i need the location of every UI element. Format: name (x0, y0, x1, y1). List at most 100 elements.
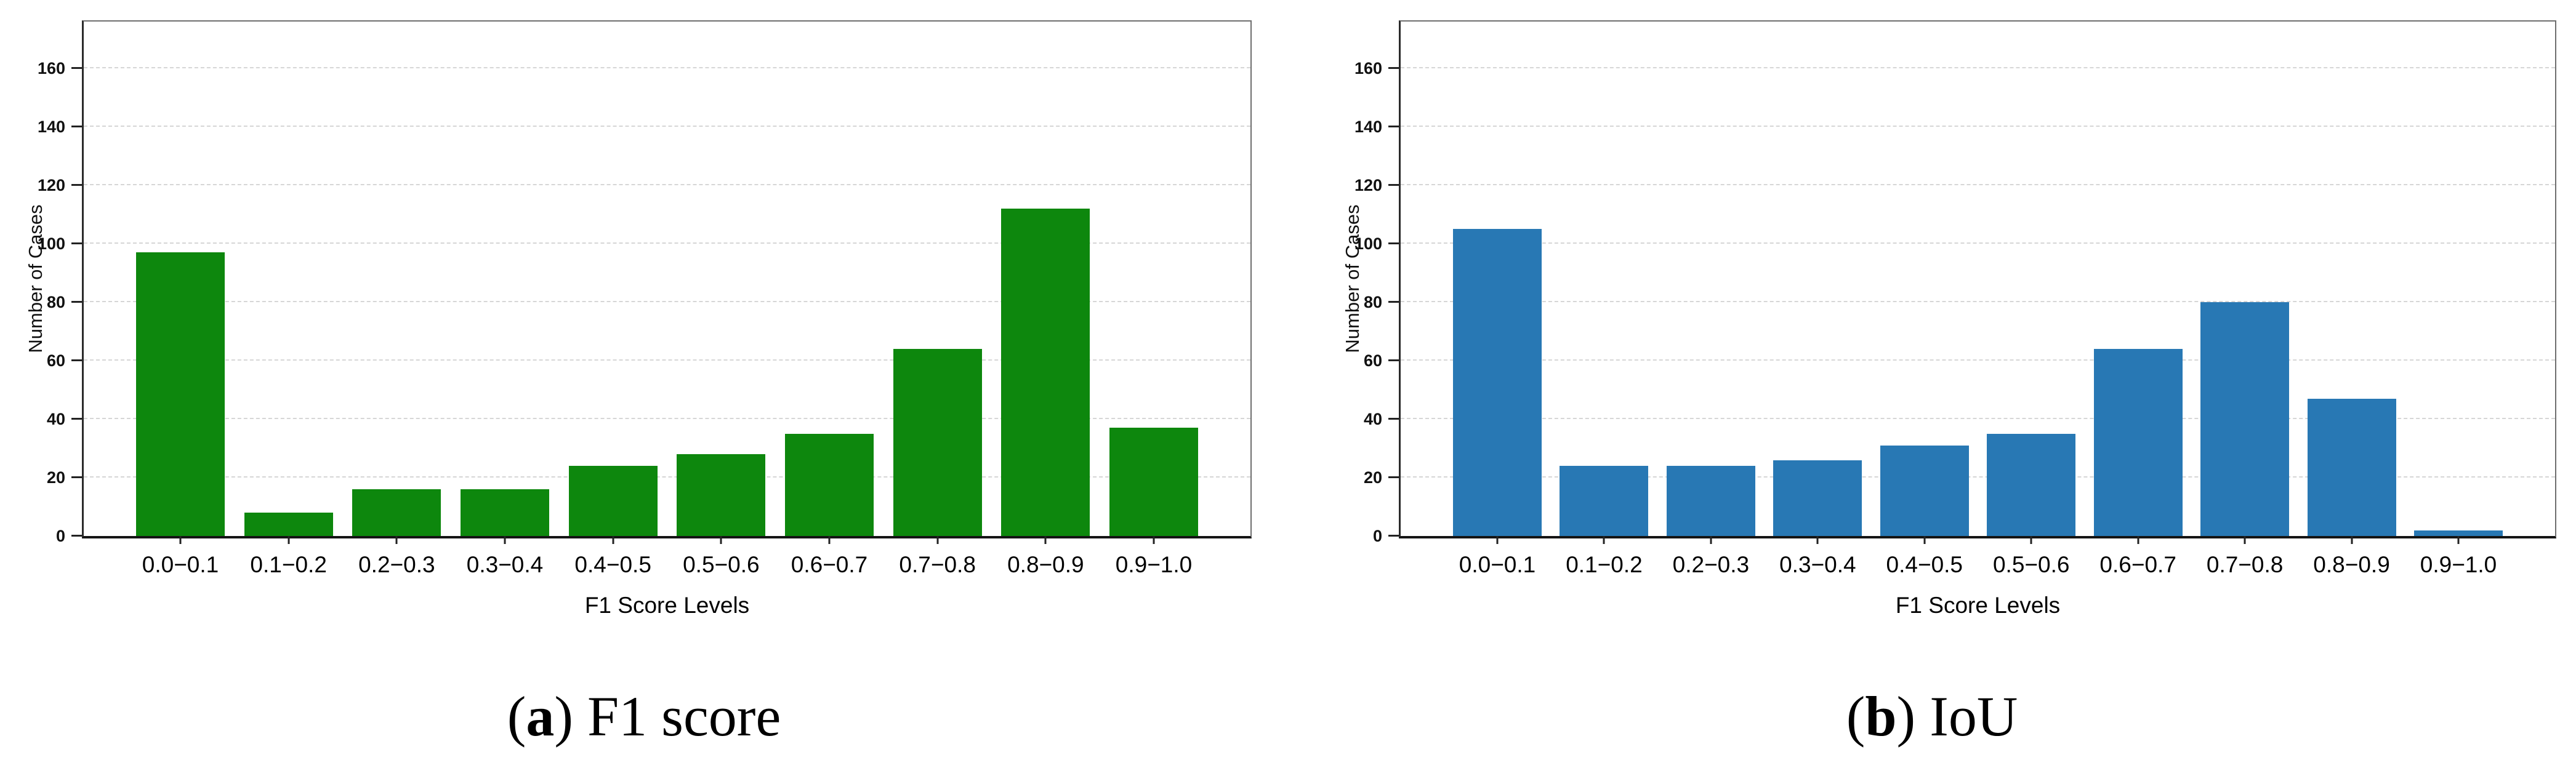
x-tick-mark-0.7−0.8 (2244, 536, 2246, 544)
x-tick-label-0.7−0.8: 0.7−0.8 (899, 552, 976, 577)
y-tick-mark-80 (71, 301, 82, 303)
gridline-100 (1401, 242, 2555, 244)
x-tick-label-0.2−0.3: 0.2−0.3 (358, 552, 435, 577)
x-tick-mark-0.8−0.9 (2351, 536, 2353, 544)
y-tick-label-40: 40 (1363, 410, 1382, 428)
caption-text: F1 score (573, 685, 781, 748)
x-tick-mark-0.0−0.1 (1496, 536, 1499, 544)
y-tick-mark-0 (71, 535, 82, 537)
x-tick-label-0.5−0.6: 0.5−0.6 (1992, 552, 2070, 577)
bar-0.6−0.7 (784, 433, 874, 536)
x-tick-mark-0.6−0.7 (2137, 536, 2139, 544)
gridline-20 (1401, 476, 2555, 478)
x-tick-label-0.1−0.2: 0.1−0.2 (1566, 552, 1643, 577)
bar-0.0−0.1 (1453, 229, 1542, 536)
x-tick-label-0.1−0.2: 0.1−0.2 (250, 552, 327, 577)
x-axis-title: F1 Score Levels (584, 593, 750, 618)
bar-0.8−0.9 (2307, 398, 2396, 536)
x-tick-label-0.8−0.9: 0.8−0.9 (1007, 552, 1084, 577)
y-tick-label-160: 160 (1354, 59, 1382, 78)
chart-f1-score: Number of Cases F1 Score Levels 0 20 40 60 8… (25, 20, 1252, 618)
x-tick-mark-0.4−0.5 (1923, 536, 1926, 544)
y-axis-title: Number of Cases (25, 204, 46, 353)
y-tick-label-80: 80 (46, 293, 65, 311)
y-tick-mark-140 (1388, 126, 1399, 127)
caption-a: (a) F1 score (0, 688, 1288, 745)
y-tick-mark-60 (1388, 359, 1399, 361)
gridline-120 (1401, 184, 2555, 185)
bar-0.1−0.2 (1560, 466, 1649, 536)
gridline-120 (84, 184, 1250, 185)
chart-iou: Number of Cases F1 Score Levels 0 20 40 60 8… (1288, 0, 2576, 760)
y-tick-mark-120 (1388, 184, 1399, 186)
y-tick-label-160: 160 (37, 59, 65, 78)
x-tick-mark-0.9−1.0 (2457, 536, 2460, 544)
y-tick-mark-100 (71, 242, 82, 244)
plot-area-iou: Number of Cases F1 Score Levels 0 20 40 60 8… (1342, 20, 2556, 618)
gridline-20 (84, 476, 1250, 478)
x-tick-mark-0.3−0.4 (504, 536, 506, 544)
x-axis-title: F1 Score Levels (1895, 593, 2061, 618)
bar-0.9−1.0 (2413, 530, 2503, 536)
bar-0.2−0.3 (1666, 466, 1755, 536)
y-tick-mark-60 (71, 359, 82, 361)
caption-letter: a (526, 685, 555, 748)
y-axis-title: Number of Cases (1342, 204, 1363, 353)
x-tick-mark-0.7−0.8 (936, 536, 939, 544)
x-tick-label-0.3−0.4: 0.3−0.4 (1779, 552, 1856, 577)
caption-paren-open: ( (1846, 685, 1866, 748)
bar-0.7−0.8 (893, 349, 982, 536)
gridline-160 (84, 67, 1250, 68)
bar-0.0−0.1 (136, 252, 225, 536)
y-tick-label-60: 60 (46, 351, 65, 370)
y-tick-mark-20 (71, 476, 82, 478)
gridline-140 (84, 126, 1250, 127)
plot-area-f1: Number of Cases F1 Score Levels 0 20 40 60 8… (25, 20, 1252, 618)
bar-0.7−0.8 (2200, 302, 2290, 536)
x-tick-label-0.0−0.1: 0.0−0.1 (1459, 552, 1536, 577)
gridline-60 (1401, 359, 2555, 361)
x-tick-mark-0.1−0.2 (1603, 536, 1605, 544)
x-tick-mark-0.5−0.6 (720, 536, 722, 544)
caption-b: (b) IoU (1288, 688, 2576, 745)
y-tick-label-100: 100 (1354, 234, 1382, 253)
x-tick-mark-0.2−0.3 (395, 536, 398, 544)
y-tick-mark-80 (1388, 301, 1399, 303)
bar-0.6−0.7 (2093, 349, 2183, 536)
x-tick-mark-0.5−0.6 (2030, 536, 2032, 544)
x-tick-label-0.2−0.3: 0.2−0.3 (1672, 552, 1750, 577)
bar-0.3−0.4 (460, 489, 549, 536)
x-tick-mark-0.0−0.1 (179, 536, 182, 544)
x-tick-mark-0.6−0.7 (828, 536, 831, 544)
bar-0.8−0.9 (1001, 209, 1090, 536)
caption-letter: b (1865, 685, 1897, 748)
gridline-80 (84, 301, 1250, 302)
x-tick-mark-0.2−0.3 (1710, 536, 1712, 544)
y-tick-mark-160 (71, 67, 82, 69)
y-tick-label-0: 0 (55, 527, 65, 545)
bar-0.5−0.6 (677, 454, 766, 536)
bars-f1 (84, 22, 1250, 536)
y-tick-label-120: 120 (1354, 176, 1382, 194)
x-tick-label-0.6−0.7: 0.6−0.7 (791, 552, 868, 577)
x-tick-label-0.6−0.7: 0.6−0.7 (2099, 552, 2176, 577)
x-tick-mark-0.9−1.0 (1153, 536, 1155, 544)
gridline-140 (1401, 126, 2555, 127)
gridline-40 (84, 418, 1250, 419)
y-tick-label-60: 60 (1363, 351, 1382, 370)
x-tick-label-0.4−0.5: 0.4−0.5 (574, 552, 651, 577)
y-tick-mark-40 (71, 418, 82, 420)
caption-paren-open: ( (507, 685, 526, 748)
y-tick-mark-100 (1388, 242, 1399, 244)
y-tick-mark-20 (1388, 476, 1399, 478)
y-tick-label-140: 140 (1354, 118, 1382, 136)
y-tick-mark-0 (1388, 535, 1399, 537)
x-tick-label-0.0−0.1: 0.0−0.1 (142, 552, 219, 577)
y-tick-mark-160 (1388, 67, 1399, 69)
y-tick-mark-140 (71, 126, 82, 127)
x-tick-label-0.8−0.9: 0.8−0.9 (2313, 552, 2390, 577)
y-tick-mark-40 (1388, 418, 1399, 420)
gridline-100 (84, 242, 1250, 244)
bar-0.5−0.6 (1987, 433, 2076, 536)
